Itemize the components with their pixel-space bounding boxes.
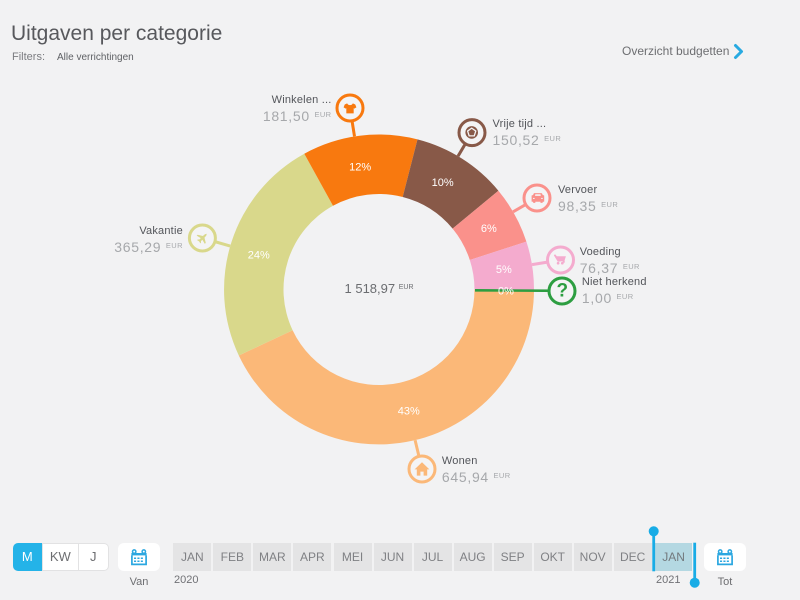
svg-text:24%: 24% xyxy=(248,249,270,261)
svg-text:10%: 10% xyxy=(432,177,454,189)
svg-text:12%: 12% xyxy=(349,161,371,173)
svg-text:?: ? xyxy=(556,281,568,302)
svg-text:43%: 43% xyxy=(398,405,420,417)
svg-text:0%: 0% xyxy=(498,285,514,297)
svg-text:6%: 6% xyxy=(481,223,497,235)
svg-text:5%: 5% xyxy=(496,264,512,276)
